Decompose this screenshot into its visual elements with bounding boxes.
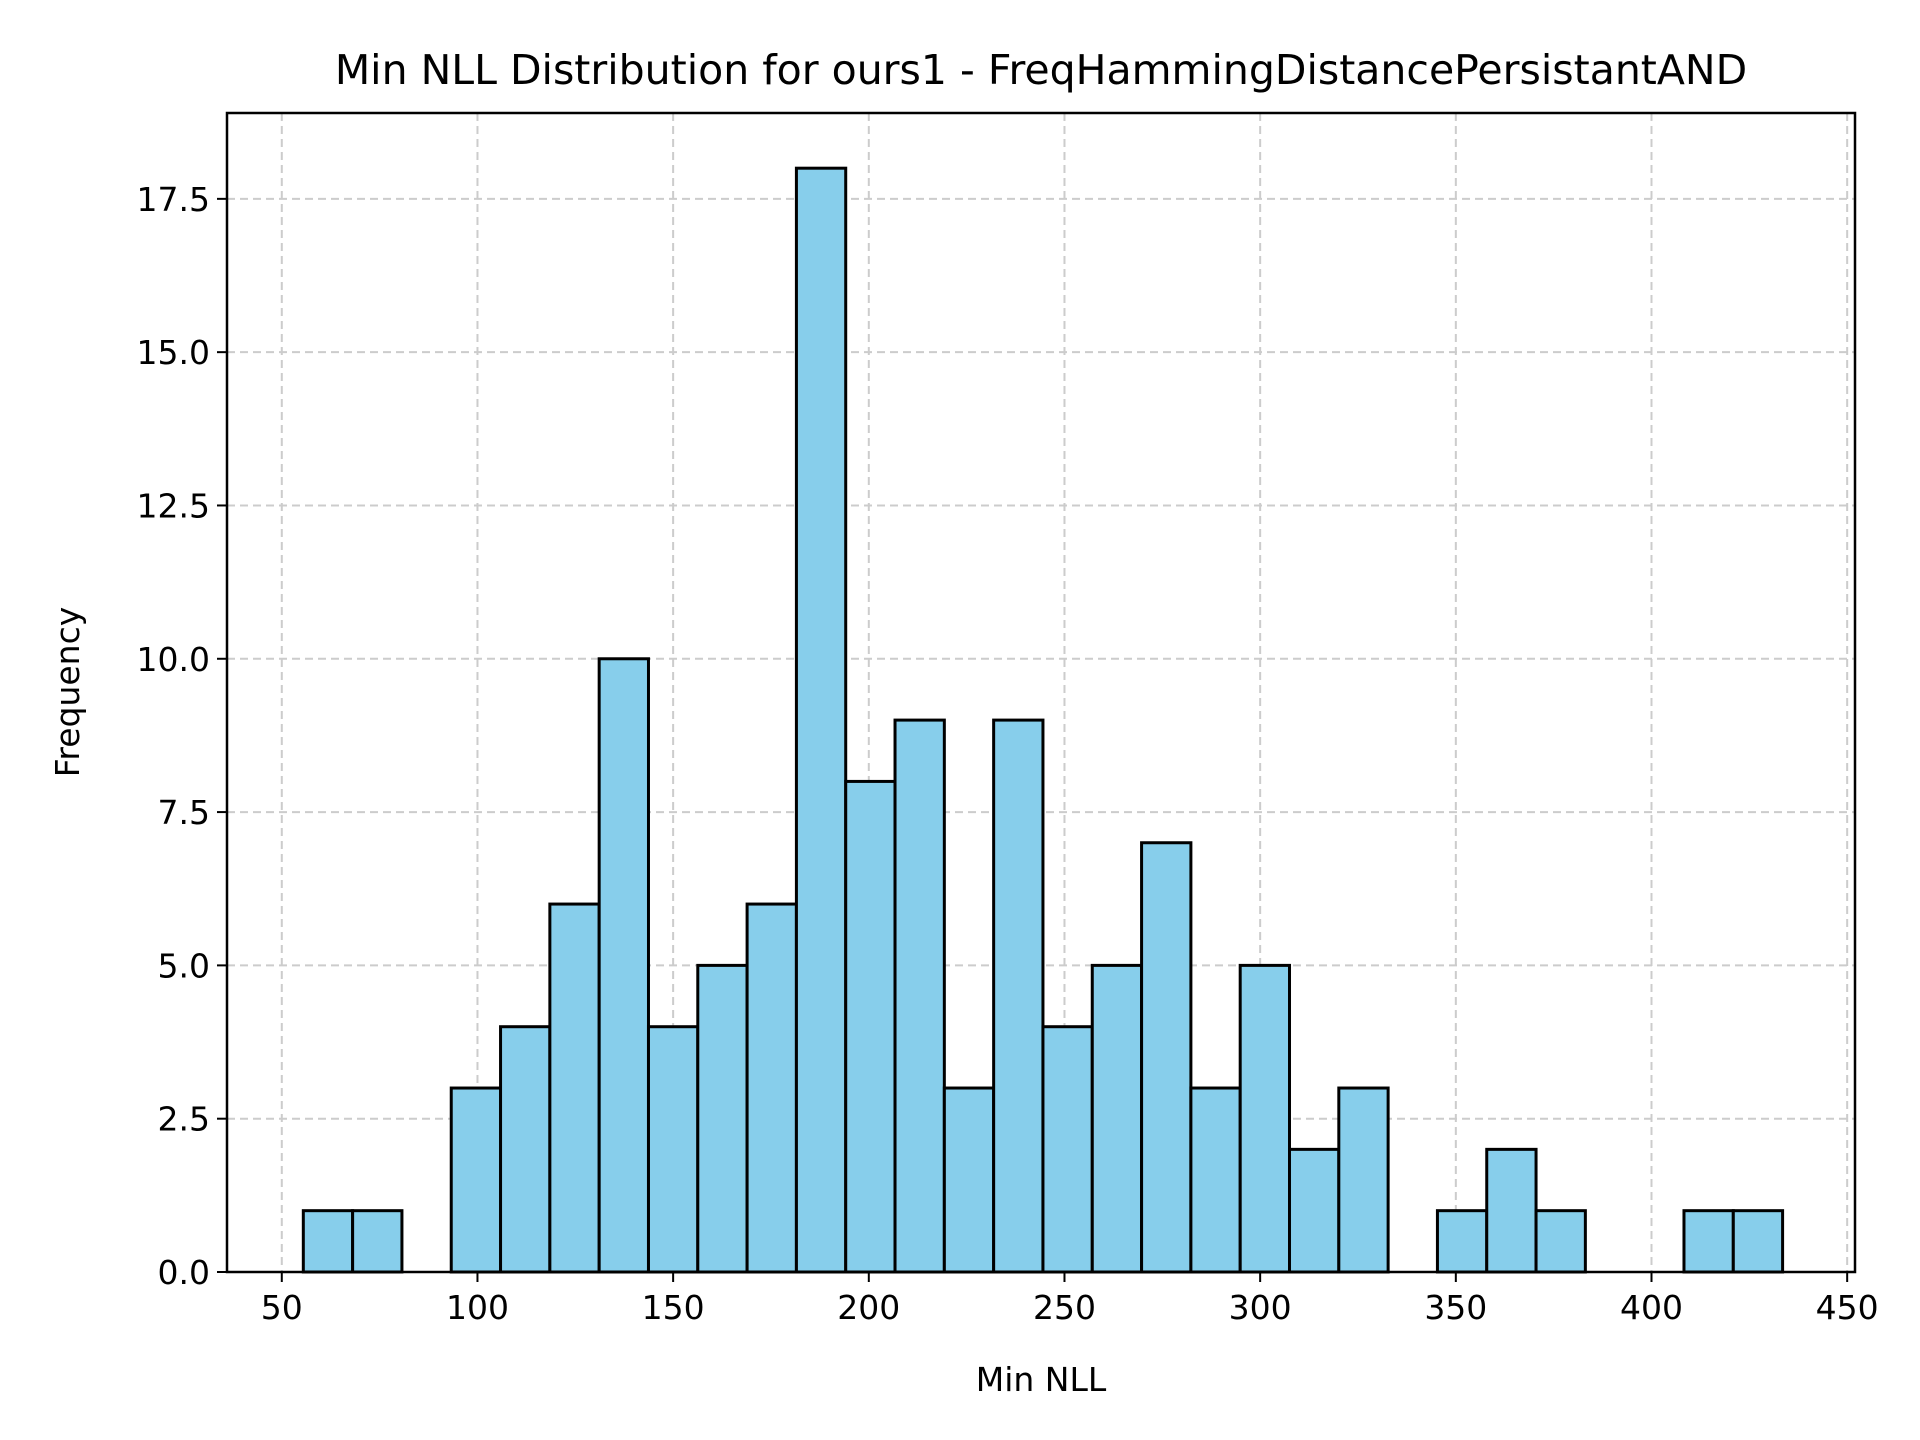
histogram-bar — [1238, 963, 1292, 1274]
histogram-bar — [1435, 1209, 1489, 1274]
histogram-bar — [1090, 963, 1144, 1274]
histogram-bar — [301, 1209, 355, 1274]
y-axis-label: Frequency — [48, 607, 87, 777]
histogram-bar — [597, 657, 650, 1274]
y-tick-label: 0.0 — [158, 1253, 210, 1292]
histogram-bar — [992, 718, 1045, 1274]
histogram-bar — [942, 1086, 996, 1274]
histogram-bar — [646, 1025, 700, 1274]
x-tick-label: 100 — [446, 1288, 509, 1327]
histogram-bar — [794, 166, 848, 1274]
histogram-bar — [696, 963, 749, 1274]
histogram-bar — [893, 718, 946, 1274]
histogram-bar — [1682, 1209, 1735, 1274]
x-axis-label: Min NLL — [976, 1360, 1107, 1399]
x-tick-label: 300 — [1229, 1288, 1292, 1327]
y-tick-label: 17.5 — [137, 180, 210, 219]
x-tick-label: 250 — [1033, 1288, 1096, 1327]
x-tick-label: 350 — [1424, 1288, 1487, 1327]
x-tick-label: 400 — [1620, 1288, 1683, 1327]
y-tick-label: 7.5 — [158, 793, 210, 832]
y-axis-ticks: 0.0 2.5 5.0 7.5 10.0 12.5 15.0 17.5 — [137, 180, 227, 1292]
y-tick-label: 10.0 — [137, 640, 210, 679]
y-tick-label: 2.5 — [158, 1100, 210, 1139]
histogram-bar — [1534, 1209, 1587, 1274]
x-tick-label: 150 — [642, 1288, 705, 1327]
histogram-bar — [351, 1209, 404, 1274]
y-tick-label: 5.0 — [158, 946, 210, 985]
x-tick-label: 450 — [1816, 1288, 1879, 1327]
bars — [301, 166, 1785, 1274]
histogram-bar — [449, 1086, 503, 1274]
histogram-bar — [844, 779, 897, 1274]
histogram-bar — [1288, 1147, 1341, 1274]
histogram-bar — [499, 1025, 552, 1274]
histogram-bar — [1731, 1209, 1785, 1274]
histogram-bar — [1189, 1086, 1242, 1274]
histogram-bar — [1337, 1086, 1390, 1274]
histogram-bar — [1485, 1147, 1538, 1274]
plot-frame — [225, 111, 1857, 1274]
y-tick-label: 12.5 — [137, 486, 210, 525]
y-tick-label: 15.0 — [137, 333, 210, 372]
chart-title: Min NLL Distribution for ours1 - FreqHam… — [335, 46, 1747, 94]
x-tick-label: 200 — [837, 1288, 900, 1327]
histogram-bar — [1140, 841, 1193, 1274]
histogram-bar — [548, 902, 601, 1274]
histogram-bar — [1041, 1025, 1094, 1274]
x-axis-ticks: 50 100 150 200 250 300 350 400 450 — [261, 1272, 1879, 1327]
x-tick-label: 50 — [261, 1288, 303, 1327]
histogram-bar — [745, 902, 798, 1274]
